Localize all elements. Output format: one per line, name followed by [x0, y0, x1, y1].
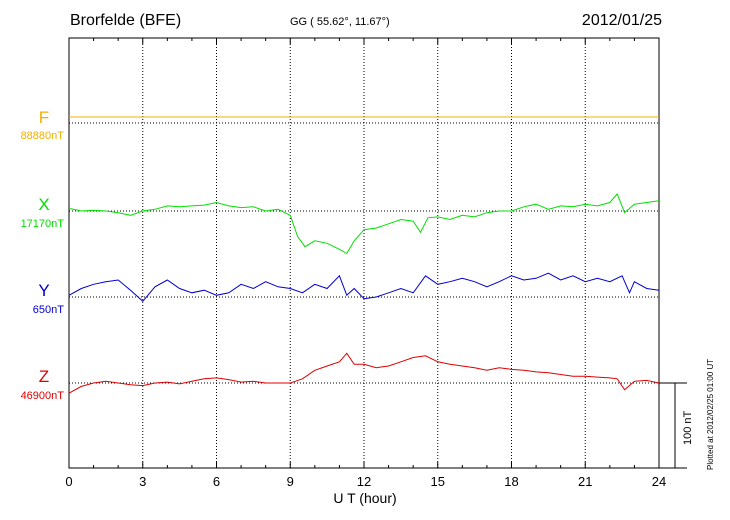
- x-tick-label: 18: [504, 474, 518, 489]
- component-label-z: Z: [38, 367, 50, 386]
- grid: [142, 38, 586, 468]
- scale-bar: [659, 382, 687, 469]
- x-tick-label: 12: [357, 474, 371, 489]
- baseline-label-z: 46900nT: [20, 390, 64, 402]
- x-axis-ticks: 0 3 6 9 12 15 18 21 24: [65, 38, 666, 489]
- x-tick-label: 6: [213, 474, 220, 489]
- scale-bar-label: 100 nT: [682, 410, 694, 445]
- series-line-z: [68, 352, 660, 394]
- x-tick-label: 9: [287, 474, 294, 489]
- baseline-label-y: 650nT: [32, 304, 64, 316]
- geographic-coordinates: GG ( 55.62°, 11.67°): [290, 16, 390, 28]
- x-tick-label: 0: [65, 474, 72, 489]
- baselines: [69, 122, 659, 384]
- date-label: 2012/01/25: [581, 12, 662, 29]
- baseline-label-x: 17170nT: [20, 218, 64, 230]
- station-title: Brorfelde (BFE): [70, 12, 182, 29]
- x-tick-label: 21: [578, 474, 592, 489]
- series-group: [68, 116, 660, 394]
- component-label-f: F: [38, 108, 50, 127]
- component-label-x: X: [38, 195, 50, 214]
- component-label-y: Y: [38, 281, 50, 300]
- baseline-label-f: 88880nT: [20, 130, 64, 142]
- x-tick-label: 3: [139, 474, 146, 489]
- x-tick-label: 15: [431, 474, 445, 489]
- x-axis-label: U T (hour): [333, 490, 397, 506]
- series-line-x: [68, 193, 660, 255]
- plotted-timestamp: Plotted at 2012/02/25 01:00 UT: [706, 358, 715, 470]
- x-tick-label: 24: [652, 474, 666, 489]
- plot-frame: [68, 37, 660, 469]
- series-line-y: [68, 272, 660, 303]
